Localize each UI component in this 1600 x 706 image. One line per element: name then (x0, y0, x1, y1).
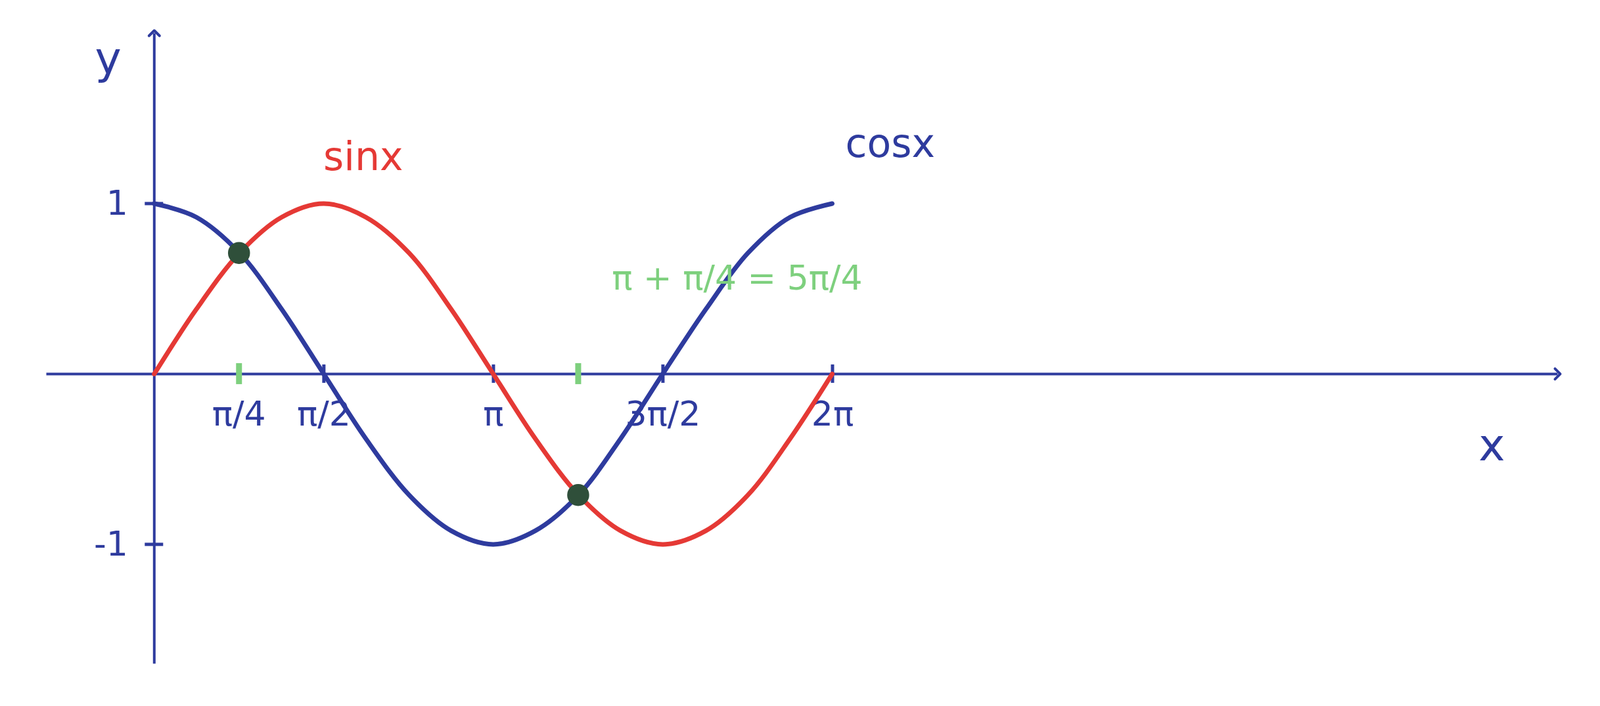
svg-text:sinx: sinx (323, 133, 403, 180)
svg-text:π/2: π/2 (296, 394, 351, 434)
svg-text:x: x (1478, 419, 1505, 472)
svg-text:-1: -1 (93, 524, 129, 564)
svg-text:y: y (95, 32, 122, 85)
svg-text:3π/2: 3π/2 (625, 394, 701, 434)
svg-text:π/4: π/4 (212, 394, 267, 434)
svg-text:π: π (482, 394, 504, 434)
svg-text:2π: 2π (811, 394, 854, 434)
svg-text:π + π/4 = 5π/4: π + π/4 = 5π/4 (611, 258, 863, 298)
svg-text:1: 1 (106, 183, 129, 223)
svg-text:cosx: cosx (845, 120, 936, 167)
